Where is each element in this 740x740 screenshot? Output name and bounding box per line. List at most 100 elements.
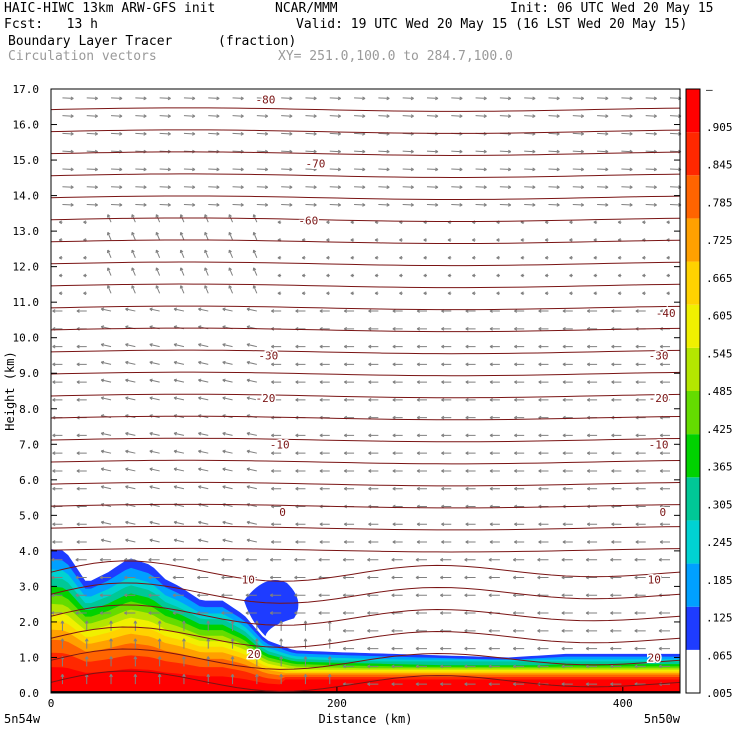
vector-arrow xyxy=(475,96,487,101)
vector-arrow xyxy=(62,149,74,154)
vector-arrow xyxy=(472,273,476,278)
vector-arrow xyxy=(329,114,342,118)
vector-arrow xyxy=(86,185,98,190)
vector-arrow xyxy=(208,167,220,172)
vector-arrow xyxy=(76,380,87,384)
isotherm-line xyxy=(50,261,681,267)
isotherm-label: -20 xyxy=(255,392,275,405)
vector-arrow xyxy=(155,267,161,276)
vector-arrow xyxy=(496,291,500,296)
isotherm-line xyxy=(50,217,681,223)
vector-arrow xyxy=(489,451,500,456)
vector-arrow xyxy=(514,415,525,420)
vector-arrow xyxy=(109,656,113,667)
vector-arrow xyxy=(343,326,355,331)
vector-arrow xyxy=(155,231,161,241)
vector-arrow xyxy=(100,360,112,365)
vector-arrow xyxy=(572,96,585,101)
vector-arrow xyxy=(76,486,87,491)
vector-arrow xyxy=(489,344,500,349)
vector-arrow xyxy=(111,203,123,207)
vector-arrow xyxy=(499,114,512,118)
vector-arrow xyxy=(391,628,403,633)
y-tick-label: 12.0 xyxy=(13,261,40,274)
vector-arrow xyxy=(319,469,330,473)
vector-arrow xyxy=(86,96,98,101)
vector-arrow xyxy=(246,360,257,365)
vector-arrow xyxy=(488,664,500,669)
vector-arrow xyxy=(133,656,138,667)
vector-arrow xyxy=(415,593,427,598)
vector-arrow xyxy=(269,593,282,598)
colorbar-label: .605 xyxy=(706,310,733,323)
vector-arrow xyxy=(198,360,209,365)
vector-arrow xyxy=(514,433,525,438)
vector-arrow xyxy=(305,149,317,154)
vector-arrow xyxy=(669,96,682,101)
vector-arrow xyxy=(440,611,452,615)
vector-arrow xyxy=(305,167,317,172)
vector-arrow xyxy=(441,433,452,438)
vector-arrow xyxy=(464,557,476,562)
isotherm-label: -80 xyxy=(255,94,275,107)
vector-arrow xyxy=(586,309,598,313)
vector-arrow xyxy=(562,398,573,402)
vector-arrow xyxy=(402,203,414,207)
vector-arrow xyxy=(586,398,598,402)
vector-arrow xyxy=(392,398,403,402)
y-tick-label: 15.0 xyxy=(13,154,40,167)
vector-arrow xyxy=(354,167,366,172)
vector-arrow xyxy=(343,398,355,402)
vector-arrow xyxy=(279,620,284,631)
vector-arrow xyxy=(204,231,209,241)
vector-arrow xyxy=(125,343,136,348)
axes: 0.0 1.0 2.0 3.0 4.0 5.0 6.0 7.0 8.0 9.0 10.0 11.0 12… xyxy=(3,83,681,726)
header-forecast: Fcst: 13 h xyxy=(4,17,98,32)
vector-arrow xyxy=(441,380,452,384)
vector-arrow xyxy=(52,451,63,456)
vector-arrow xyxy=(666,291,670,296)
vector-arrow xyxy=(271,469,282,473)
vector-arrow xyxy=(524,96,536,101)
vector-arrow xyxy=(206,638,211,649)
vector-arrow xyxy=(148,557,160,562)
vector-arrow xyxy=(611,486,622,491)
vector-arrow xyxy=(183,96,196,101)
isotherm-line xyxy=(50,239,681,245)
vector-arrow xyxy=(256,185,269,190)
vector-arrow xyxy=(303,620,308,631)
vector-arrow xyxy=(354,185,366,190)
vector-arrow xyxy=(634,593,646,598)
vector-arrow xyxy=(514,451,525,456)
vector-arrow xyxy=(246,449,257,454)
colorbar-swatch xyxy=(686,175,700,219)
vector-arrow xyxy=(343,522,355,527)
vector-arrow xyxy=(524,114,536,118)
vector-arrow xyxy=(367,682,379,686)
vector-arrow xyxy=(645,167,657,172)
vector-arrow xyxy=(621,203,633,207)
vector-arrow xyxy=(392,433,403,438)
vector-arrow xyxy=(125,307,136,312)
vector-arrow xyxy=(586,540,598,544)
vector-arrow xyxy=(295,309,306,313)
vector-arrow xyxy=(569,238,573,242)
y-tick-label: 6.0 xyxy=(19,474,39,487)
isotherm-line xyxy=(50,481,681,487)
vector-arrow xyxy=(350,255,355,260)
vector-arrow xyxy=(254,656,259,667)
isotherm-label: -30 xyxy=(258,349,278,362)
vector-arrow xyxy=(252,285,258,294)
vector-arrow xyxy=(538,398,549,402)
vector-arrow xyxy=(109,638,113,649)
vector-arrow xyxy=(465,451,476,456)
vector-arrow xyxy=(642,291,646,296)
vector-arrow xyxy=(182,673,186,685)
vector-arrow xyxy=(499,185,512,190)
vector-arrow xyxy=(659,451,670,456)
vector-arrow xyxy=(354,203,366,207)
vector-arrow xyxy=(329,149,342,154)
vector-arrow xyxy=(295,398,306,402)
vector-arrow xyxy=(489,380,500,384)
vector-arrow xyxy=(246,467,257,472)
